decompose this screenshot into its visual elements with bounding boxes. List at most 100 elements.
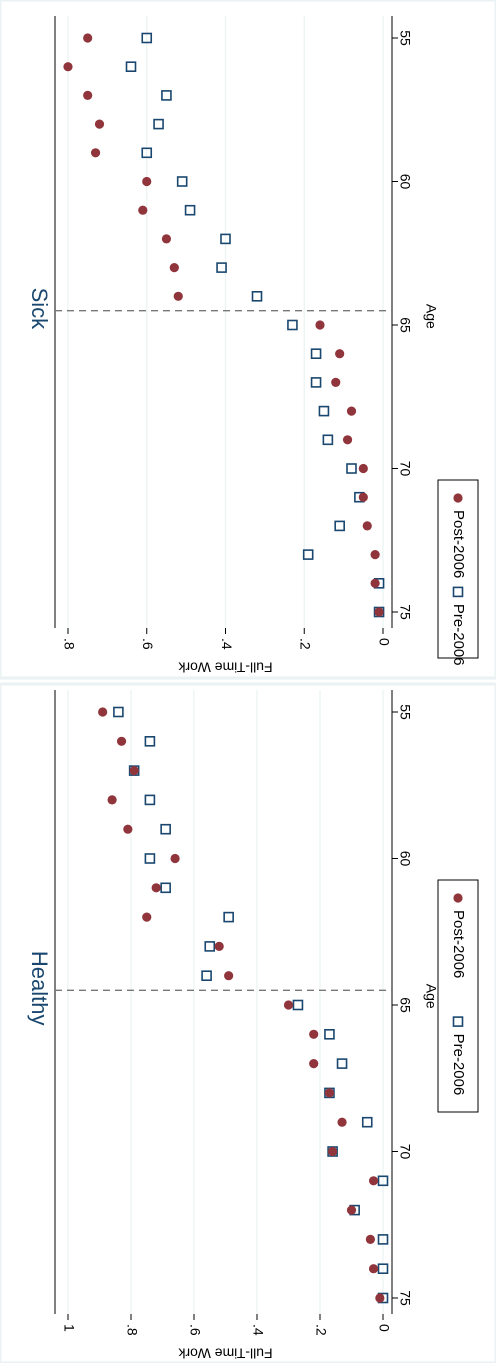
healthy-point-pre-2006 (336, 1058, 348, 1069)
sick-point-post-2006 (358, 463, 368, 474)
sick-point-pre-2006 (125, 61, 137, 73)
healthy-value-tick-label: .6 (187, 1324, 203, 1336)
healthy-point-post-2006 (98, 707, 108, 717)
healthy-plot-area (55, 690, 392, 1314)
healthy-point-pre-2006 (292, 999, 304, 1011)
healthy-panel: 0 .2 .4 .6 .8 1 55 60 65 70 75 Full-Time Work Age Hea… (0, 682, 496, 1365)
healthy-age-tick-label: 75 (397, 1290, 413, 1306)
sick-plot-area (55, 16, 392, 628)
healthy-point-pre-2006 (377, 1175, 389, 1187)
sick-point-post-2006 (161, 234, 172, 244)
sick-point-pre-2006 (220, 233, 231, 245)
healthy-point-pre-2006 (160, 882, 171, 894)
sick-value-tick-label: .8 (61, 638, 77, 650)
sick-legend-pre-marker (452, 586, 464, 598)
healthy-value-tick-label: .8 (124, 1324, 140, 1336)
sick-legend: Post-2006 Pre-2006 (437, 479, 479, 666)
sick-point-pre-2006 (141, 147, 153, 159)
healthy-point-post-2006 (309, 1029, 319, 1039)
healthy-age-tick-label: 65 (397, 997, 413, 1013)
sick-age-tick-label: 55 (397, 30, 413, 46)
sick-age-tick-label: 60 (397, 174, 413, 190)
healthy-point-pre-2006 (361, 1116, 373, 1128)
healthy-point-pre-2006 (144, 794, 156, 806)
sick-series-post-2006 (63, 33, 384, 617)
sick-point-post-2006 (335, 349, 345, 359)
sick-legend-box (437, 479, 479, 659)
sick-point-pre-2006 (184, 204, 196, 216)
healthy-point-post-2006 (142, 912, 152, 922)
healthy-value-tick-label: 1 (61, 1324, 77, 1332)
sick-value-axis-title: Full-Time Work (177, 659, 272, 675)
sick-point-post-2006 (169, 263, 179, 273)
sick-age-tick-label: 70 (397, 461, 413, 477)
sick-legend-post-label: Post-2006 (450, 510, 467, 578)
sick-point-post-2006 (142, 176, 152, 187)
healthy-point-post-2006 (337, 1117, 347, 1127)
healthy-point-post-2006 (368, 1176, 379, 1186)
sick-value-tick-label: .6 (140, 638, 156, 650)
sick-point-pre-2006 (346, 463, 357, 474)
healthy-point-pre-2006 (201, 970, 212, 982)
sick-point-pre-2006 (287, 319, 298, 331)
sick-point-post-2006 (342, 435, 353, 445)
healthy-point-pre-2006 (223, 911, 234, 923)
healthy-point-post-2006 (368, 1264, 379, 1274)
sick-point-pre-2006 (176, 176, 188, 187)
healthy-point-post-2006 (129, 766, 139, 776)
sick-point-post-2006 (94, 119, 105, 129)
healthy-point-post-2006 (283, 1000, 294, 1010)
healthy-legend-pre-marker (452, 1016, 464, 1027)
healthy-age-axis-title: Age (423, 984, 439, 1009)
healthy-point-post-2006 (107, 795, 117, 805)
sick-point-pre-2006 (216, 262, 227, 273)
healthy-value-tick-label: 0 (376, 1324, 392, 1332)
sick-point-pre-2006 (161, 90, 172, 101)
healthy-series-post-2006 (98, 707, 385, 1303)
sick-point-post-2006 (90, 148, 101, 158)
healthy-point-post-2006 (328, 1146, 338, 1157)
healthy-point-post-2006 (346, 1205, 357, 1215)
sick-panel: 0 .2 .4 .6 .8 55 60 65 70 75 Full-Time Work Age Sick… (0, 0, 496, 680)
healthy-legend: Post-2006 Pre-2006 (437, 879, 479, 1113)
sick-series-pre-2006 (125, 32, 385, 618)
sick-point-pre-2006 (322, 434, 334, 446)
healthy-point-post-2006 (224, 971, 234, 981)
healthy-age-tick-label: 60 (397, 851, 413, 867)
sick-value-tick-label: .2 (298, 638, 314, 650)
healthy-value-tick-label: .2 (313, 1324, 329, 1336)
healthy-point-pre-2006 (144, 853, 156, 864)
sick-age-tick-label: 65 (397, 317, 413, 333)
healthy-point-post-2006 (365, 1234, 375, 1244)
sick-point-pre-2006 (310, 348, 322, 360)
sick-point-pre-2006 (318, 405, 330, 417)
healthy-value-tick-label: .4 (250, 1324, 266, 1336)
sick-point-post-2006 (362, 521, 372, 531)
sick-age-tick-label: 75 (397, 604, 413, 620)
healthy-point-post-2006 (214, 941, 224, 952)
sick-point-post-2006 (374, 607, 384, 617)
sick-point-post-2006 (331, 377, 341, 387)
healthy-point-post-2006 (324, 1088, 335, 1098)
sick-point-post-2006 (315, 320, 325, 330)
healthy-point-post-2006 (123, 824, 133, 834)
healthy-point-pre-2006 (377, 1234, 389, 1245)
sick-point-pre-2006 (334, 520, 345, 532)
sick-point-pre-2006 (302, 549, 314, 560)
healthy-panel-title: Healthy (27, 951, 52, 1026)
sick-value-tick-label: .4 (219, 638, 235, 650)
sick-point-post-2006 (358, 492, 368, 502)
healthy-value-axis-title: Full-Time Work (177, 1345, 272, 1361)
sick-point-pre-2006 (141, 32, 153, 44)
healthy-point-post-2006 (375, 1293, 385, 1303)
sick-point-post-2006 (63, 62, 73, 72)
sick-panel-title: Sick (27, 288, 52, 331)
sick-point-post-2006 (83, 33, 93, 43)
healthy-legend-box (437, 879, 479, 1113)
sick-point-post-2006 (173, 291, 183, 301)
healthy-point-pre-2006 (144, 735, 156, 747)
healthy-point-post-2006 (116, 736, 127, 746)
sick-value-tick-label: 0 (376, 638, 392, 646)
